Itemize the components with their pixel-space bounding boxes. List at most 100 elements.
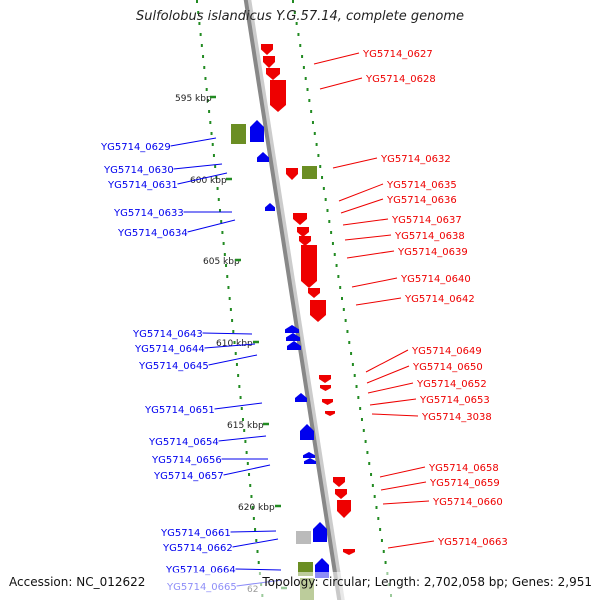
track-dot <box>243 429 246 432</box>
track-dot <box>218 209 221 212</box>
track-dot <box>292 0 294 3</box>
reverse-gene-arrow <box>287 341 301 350</box>
reverse-gene-arrow <box>265 203 275 211</box>
track-dot <box>245 451 248 454</box>
track-dot <box>371 484 374 487</box>
forward-gene-arrow <box>263 56 275 68</box>
forward-gene-arrow <box>337 500 351 518</box>
track-dot <box>330 231 333 234</box>
track-dot <box>202 55 205 58</box>
track-dot <box>348 341 351 344</box>
gene-label-reverse: YG5714_0629 <box>100 142 171 153</box>
forward-gene-arrow <box>270 80 286 112</box>
forward-gene-arrow <box>266 68 280 80</box>
forward-gene-arrow <box>299 236 311 246</box>
label-leader-line <box>235 568 282 571</box>
gene-label-forward: YG5714_0650 <box>412 362 483 373</box>
scale-label: 610 kbp <box>216 339 253 349</box>
track-dot <box>304 77 307 80</box>
track-dot <box>299 44 302 47</box>
track-dot <box>382 550 385 553</box>
forward-gene-arrow <box>293 213 307 225</box>
track-dot <box>302 66 305 69</box>
track-dot <box>235 363 238 366</box>
forward-gene-arrow <box>333 477 345 487</box>
track-dot <box>231 319 234 322</box>
gene-label-reverse: YG5714_0634 <box>117 228 188 239</box>
track-dot <box>248 473 251 476</box>
label-leader-line <box>367 382 414 394</box>
track-dot <box>366 451 369 454</box>
gene-label-forward: YG5714_0632 <box>380 154 451 165</box>
forward-gene-arrow <box>325 411 335 416</box>
track-dot <box>227 286 230 289</box>
gene-label-reverse: YG5714_0654 <box>148 437 219 448</box>
label-leader-line <box>319 77 363 90</box>
label-leader-line <box>177 172 228 185</box>
forward-gene-arrow <box>335 489 347 499</box>
forward-gene-arrow <box>301 245 317 288</box>
track-dot <box>208 110 211 113</box>
track-dot <box>359 407 362 410</box>
track-dot <box>364 440 367 443</box>
scale-label: 595 kbp <box>175 94 212 104</box>
track-dot <box>333 253 336 256</box>
gene-label-forward: YG5714_0653 <box>419 395 490 406</box>
gene-label-reverse: YG5714_0657 <box>153 471 224 482</box>
label-leader-line <box>338 183 384 202</box>
track-dot <box>212 154 215 157</box>
track-dot <box>313 132 316 135</box>
gene-label-reverse: YG5714_0664 <box>165 565 236 576</box>
gene-label-reverse: YG5714_0643 <box>132 329 203 340</box>
track-dot <box>221 231 224 234</box>
gene-label-forward: YG5714_0659 <box>429 478 500 489</box>
reverse-gene-arrow <box>286 333 300 341</box>
track-dot <box>225 264 228 267</box>
gene-label-reverse: YG5714_0631 <box>107 180 178 191</box>
gene-label-forward: YG5714_0663 <box>437 537 508 548</box>
label-leader-line <box>332 157 378 169</box>
label-leader-line <box>379 466 426 478</box>
label-leader-line <box>371 413 419 417</box>
track-dot <box>234 352 237 355</box>
reverse-gene-arrow <box>303 452 315 458</box>
track-dot <box>301 55 304 58</box>
track-dot <box>241 418 244 421</box>
forward-gene-arrow <box>319 375 331 383</box>
track-dot <box>250 495 253 498</box>
footer-backdrop <box>0 572 600 600</box>
track-dot <box>379 528 382 531</box>
gene-label-reverse: YG5714_0661 <box>160 528 231 539</box>
track-dot <box>360 418 363 421</box>
track-dot <box>324 198 327 201</box>
label-leader-line <box>355 297 402 306</box>
label-leader-line <box>365 349 409 373</box>
track-dot <box>257 561 260 564</box>
reverse-gene-arrow <box>295 393 307 402</box>
track-dot <box>222 242 225 245</box>
label-leader-line <box>387 540 435 549</box>
track-dot <box>373 495 376 498</box>
gene-label-reverse: YG5714_0644 <box>134 344 205 355</box>
forward-gene-arrow <box>343 549 355 555</box>
label-leader-line <box>230 530 277 533</box>
gene-label-forward: YG5714_0639 <box>397 247 468 258</box>
track-dot <box>238 385 241 388</box>
label-leader-line <box>382 500 430 505</box>
label-leader-line <box>208 354 258 366</box>
track-dot <box>308 99 311 102</box>
label-leader-line <box>187 219 236 233</box>
label-leader-line <box>351 277 398 288</box>
rna-gene-block <box>231 124 246 144</box>
genome-title: Sulfolobus islandicus Y.G.57.14, complet… <box>136 9 464 24</box>
gene-label-forward: YG5714_0635 <box>386 180 457 191</box>
gene-label-forward: YG5714_0660 <box>432 497 503 508</box>
forward-gene-arrow <box>320 385 331 391</box>
track-dot <box>317 154 320 157</box>
track-dot <box>215 176 218 179</box>
track-dot <box>353 374 356 377</box>
gene-label-reverse: YG5714_0651 <box>144 405 215 416</box>
label-leader-line <box>173 163 223 170</box>
gene-label-forward: YG5714_0649 <box>411 346 482 357</box>
